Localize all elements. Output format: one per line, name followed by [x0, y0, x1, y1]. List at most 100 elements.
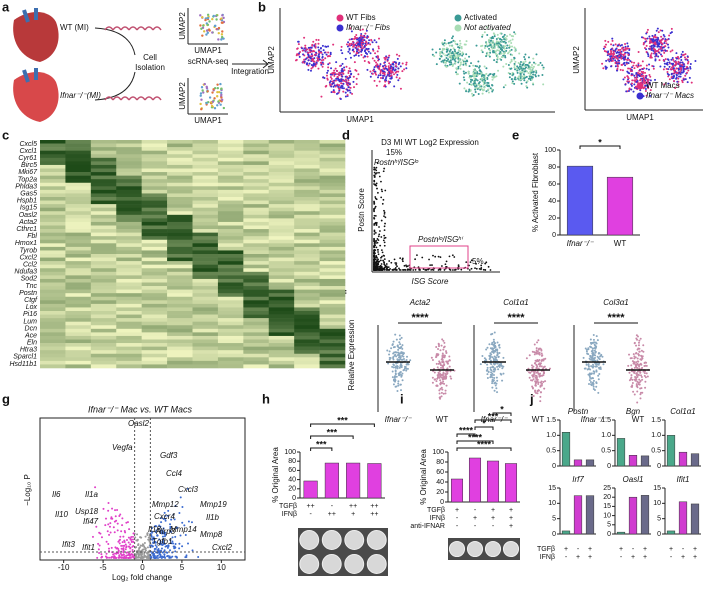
umap-dot	[317, 42, 320, 45]
point	[149, 556, 152, 559]
heatmap-cell	[294, 282, 320, 287]
umap-dot	[452, 57, 455, 60]
umap-dot	[619, 48, 622, 51]
heatmap-cell	[192, 147, 219, 151]
umap-dot	[476, 79, 479, 82]
point	[540, 348, 543, 351]
heatmap-cell	[192, 364, 219, 369]
heatmap-cell	[243, 197, 270, 201]
heatmap-cell	[40, 140, 66, 144]
umap-dot	[491, 78, 494, 81]
point	[442, 373, 445, 376]
point	[388, 350, 391, 353]
heatmap-cell	[217, 243, 244, 248]
umap-dot	[485, 67, 488, 70]
umap-dot	[627, 77, 630, 80]
umap-dot	[616, 69, 619, 72]
point	[475, 267, 478, 270]
umap-dot	[341, 67, 344, 70]
heatmap-cell	[217, 293, 244, 298]
point	[532, 378, 535, 381]
umap-dot	[333, 74, 336, 77]
heatmap-cell	[243, 300, 270, 305]
heatmap-cell	[65, 325, 92, 330]
umap-dot	[376, 55, 379, 58]
umap-dot	[392, 67, 395, 70]
umap-dot	[662, 68, 665, 71]
heatmap-cell	[319, 364, 346, 369]
umap-dot	[625, 61, 628, 64]
umap-dot	[649, 75, 652, 78]
point	[374, 231, 377, 234]
heatmap-cell	[141, 311, 168, 315]
gene-label: Tnc	[25, 283, 37, 290]
umap-dot	[633, 74, 636, 77]
umap-dot	[503, 40, 506, 43]
umap-dot	[353, 54, 356, 57]
heatmap-cell	[268, 360, 295, 365]
umap-dot	[398, 54, 401, 57]
heatmap-cell	[90, 254, 117, 258]
point	[628, 379, 631, 382]
point	[644, 364, 647, 367]
umap-dot	[503, 33, 506, 36]
umap-dot	[628, 58, 631, 61]
umap-dot	[368, 39, 371, 42]
heatmap-cell	[192, 221, 219, 226]
heatmap-cell	[116, 154, 142, 159]
umap-dot	[607, 52, 610, 55]
heatmap-cell	[217, 207, 244, 212]
heatmap-cell	[319, 275, 346, 280]
point	[489, 376, 492, 379]
umap-dot	[470, 75, 473, 78]
heatmap-cell	[40, 179, 66, 184]
umap-dot	[357, 45, 360, 48]
umap-dot	[303, 58, 306, 61]
point	[121, 524, 124, 527]
point	[633, 341, 636, 344]
heatmap-cell	[192, 278, 219, 283]
heatmap-cell	[268, 204, 295, 208]
umap-dot	[496, 55, 499, 58]
point	[597, 378, 600, 381]
point	[400, 374, 403, 377]
point	[381, 251, 384, 254]
point	[437, 372, 440, 375]
umap-dot	[317, 55, 320, 58]
heatmap-cell	[40, 346, 66, 351]
heatmap-cell	[268, 186, 295, 191]
umap-dot	[321, 53, 324, 56]
umap-dot	[347, 70, 350, 73]
heatmap-cell	[116, 286, 142, 290]
heatmap-cell	[268, 211, 295, 216]
heatmap-cell	[192, 303, 219, 308]
umap-dot	[438, 57, 441, 60]
heatmap-cell	[294, 193, 320, 198]
point	[154, 540, 157, 543]
point	[171, 540, 174, 543]
heatmap-cell	[167, 314, 193, 319]
umap-dot	[642, 81, 645, 84]
umap-dot	[614, 65, 617, 68]
umap-dot	[645, 67, 648, 70]
point	[386, 349, 389, 352]
umap-dot	[650, 56, 653, 59]
umap-dot	[513, 82, 516, 85]
heatmap-cell	[116, 300, 142, 305]
point	[442, 348, 445, 351]
umap-dot	[206, 16, 210, 20]
gene-label: Lox	[26, 304, 38, 311]
umap-dot	[654, 59, 657, 62]
umap-dot	[481, 35, 484, 38]
umap-dot	[200, 98, 203, 101]
heatmap-cell	[217, 275, 244, 280]
heatmap-cell	[243, 250, 270, 255]
heatmap-cell	[243, 189, 270, 194]
umap-dot	[454, 61, 457, 64]
point	[378, 226, 380, 228]
umap-dot	[431, 53, 434, 56]
point	[406, 269, 409, 271]
heatmap-cell	[217, 286, 244, 290]
point	[643, 361, 646, 364]
umap-dot	[455, 67, 458, 70]
